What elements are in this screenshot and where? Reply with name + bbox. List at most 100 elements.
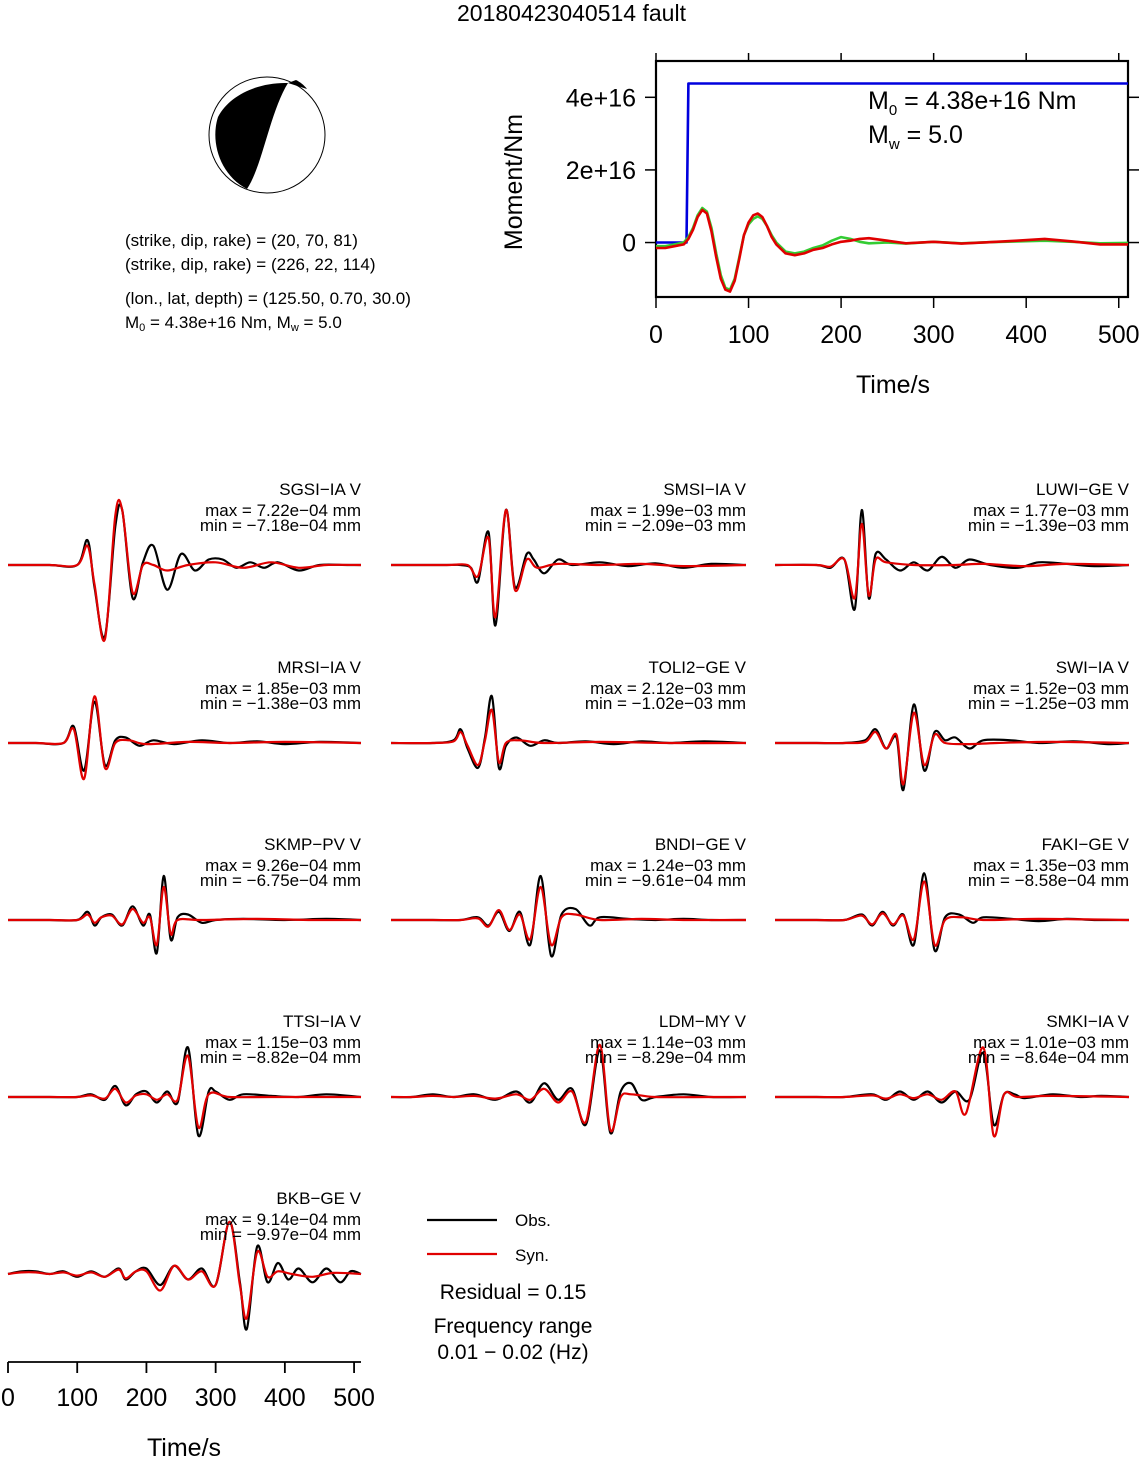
location-depth: (lon., lat, depth) = (125.50, 0.70, 30.0… bbox=[125, 289, 411, 308]
waveform-x-tick-label: 100 bbox=[56, 1384, 98, 1412]
waveform-x-axis-label: Time/s bbox=[147, 1434, 221, 1458]
station-min: min = −8.29e−04 mm bbox=[585, 1048, 746, 1067]
moment-chart: 0 100 200 300 400 500 0 2e+16 4e+16 M0 = 4.38e+1… bbox=[500, 53, 1140, 399]
station-name: SMKI−IA V bbox=[1046, 1012, 1129, 1031]
station-name: LUWI−GE V bbox=[1036, 480, 1130, 499]
station-name: LDM−MY V bbox=[659, 1012, 747, 1031]
synthetic-trace bbox=[7, 1220, 362, 1320]
moment-rate-line-green bbox=[656, 206, 1129, 291]
waveform-time-axis: 0 100 200 300 400 500 bbox=[1, 1361, 375, 1412]
page-title: 20180423040514 fault bbox=[457, 0, 686, 26]
moment-y-axis-label: Moment/Nm bbox=[500, 114, 528, 250]
moment-function-line bbox=[656, 82, 1128, 244]
synthetic-trace bbox=[775, 711, 1130, 786]
moment-y-tick-label: 0 bbox=[622, 230, 636, 258]
station-name: FAKI−GE V bbox=[1042, 835, 1130, 854]
station-name: TTSI−IA V bbox=[283, 1012, 362, 1031]
station-max: max = 1.15e−03 mm bbox=[205, 1033, 361, 1052]
moment-x-tick-label: 300 bbox=[913, 321, 955, 349]
station-max: max = 1.99e−03 mm bbox=[590, 501, 746, 520]
waveform-x-tick-label: 500 bbox=[333, 1384, 375, 1412]
station-min: min = −1.02e−03 mm bbox=[585, 694, 746, 713]
moment-y-tick-label: 2e+16 bbox=[566, 157, 636, 185]
frequency-range-value: 0.01 − 0.02 (Hz) bbox=[437, 1341, 588, 1364]
synthetic-trace bbox=[775, 880, 1130, 947]
synthetic-trace bbox=[8, 885, 362, 947]
station-max: max = 9.26e−04 mm bbox=[205, 856, 361, 875]
beachball bbox=[208, 76, 326, 194]
station-max: max = 1.14e−03 mm bbox=[590, 1033, 746, 1052]
station-max: max = 1.77e−03 mm bbox=[973, 501, 1129, 520]
station-min: min = −2.09e−03 mm bbox=[585, 516, 746, 535]
synthetic-trace bbox=[8, 695, 362, 780]
synthetic-trace bbox=[390, 1043, 746, 1133]
station-name: TOLI2−GE V bbox=[649, 658, 747, 677]
station-max: max = 2.12e−03 mm bbox=[590, 679, 746, 698]
synthetic-trace bbox=[775, 1046, 1130, 1138]
station-max: max = 1.85e−03 mm bbox=[205, 679, 361, 698]
station-name: SGSI−IA V bbox=[279, 480, 361, 499]
station-name: SKMP−PV V bbox=[264, 835, 362, 854]
nodal-plane-2: (strike, dip, rake) = (226, 22, 114) bbox=[125, 255, 376, 274]
station-name: SMSI−IA V bbox=[663, 480, 746, 499]
moment-rate-line-red bbox=[656, 208, 1128, 293]
moment-series bbox=[656, 82, 1129, 293]
m0-label: M0 = 4.38e+16 Nm bbox=[868, 87, 1076, 119]
station-name: BKB−GE V bbox=[276, 1189, 361, 1208]
moment-plot-frame bbox=[654, 59, 1130, 299]
station-min: min = −7.18e−04 mm bbox=[200, 516, 361, 535]
legend-obs-label: Obs. bbox=[515, 1211, 551, 1230]
moment-x-tick-label: 500 bbox=[1098, 321, 1140, 349]
waveform-x-tick-label: 200 bbox=[126, 1384, 168, 1412]
station-max: max = 1.01e−03 mm bbox=[973, 1033, 1129, 1052]
moment-axes: 0 100 200 300 400 500 0 2e+16 4e+16 bbox=[566, 53, 1140, 349]
moment-x-tick-label: 0 bbox=[649, 321, 663, 349]
moment-magnitude-line: M0 = 4.38e+16 Nm, Mw = 5.0 bbox=[125, 313, 342, 334]
synthetic-trace bbox=[390, 508, 747, 619]
station-max: max = 1.24e−03 mm bbox=[590, 856, 746, 875]
station-min: min = −1.25e−03 mm bbox=[968, 694, 1129, 713]
station-min: min = −8.58e−04 mm bbox=[968, 871, 1129, 890]
waveform-x-tick-label: 0 bbox=[1, 1384, 15, 1412]
moment-x-tick-label: 200 bbox=[820, 321, 862, 349]
moment-y-tick-label: 4e+16 bbox=[566, 84, 636, 112]
station-min: min = −8.82e−04 mm bbox=[200, 1048, 361, 1067]
moment-x-tick-label: 100 bbox=[728, 321, 770, 349]
station-min: min = −9.97e−04 mm bbox=[200, 1225, 361, 1244]
station-name: MRSI−IA V bbox=[277, 658, 361, 677]
waveform-x-tick-label: 300 bbox=[195, 1384, 237, 1412]
station-max: max = 1.35e−03 mm bbox=[973, 856, 1129, 875]
residual-text: Residual = 0.15 bbox=[440, 1281, 587, 1304]
synthetic-trace bbox=[7, 498, 362, 643]
frequency-range-label: Frequency range bbox=[434, 1315, 593, 1338]
station-min: min = −6.75e−04 mm bbox=[200, 871, 361, 890]
nodal-plane-1: (strike, dip, rake) = (20, 70, 81) bbox=[125, 231, 358, 250]
station-min: min = −1.38e−03 mm bbox=[200, 694, 361, 713]
moment-x-tick-label: 400 bbox=[1005, 321, 1047, 349]
legend-syn-label: Syn. bbox=[515, 1246, 549, 1265]
waveform-x-tick-label: 400 bbox=[264, 1384, 306, 1412]
synthetic-trace bbox=[774, 522, 1130, 600]
moment-x-axis-label: Time/s bbox=[856, 371, 930, 399]
observed-trace bbox=[7, 1220, 362, 1331]
station-max: max = 9.14e−04 mm bbox=[205, 1210, 361, 1229]
station-min: min = −9.61e−04 mm bbox=[585, 871, 746, 890]
station-min: min = −8.64e−04 mm bbox=[968, 1048, 1129, 1067]
synthetic-trace bbox=[8, 1054, 361, 1130]
mw-label: Mw = 5.0 bbox=[868, 121, 963, 153]
synthetic-trace bbox=[390, 708, 747, 767]
station-max: max = 1.52e−03 mm bbox=[973, 679, 1129, 698]
